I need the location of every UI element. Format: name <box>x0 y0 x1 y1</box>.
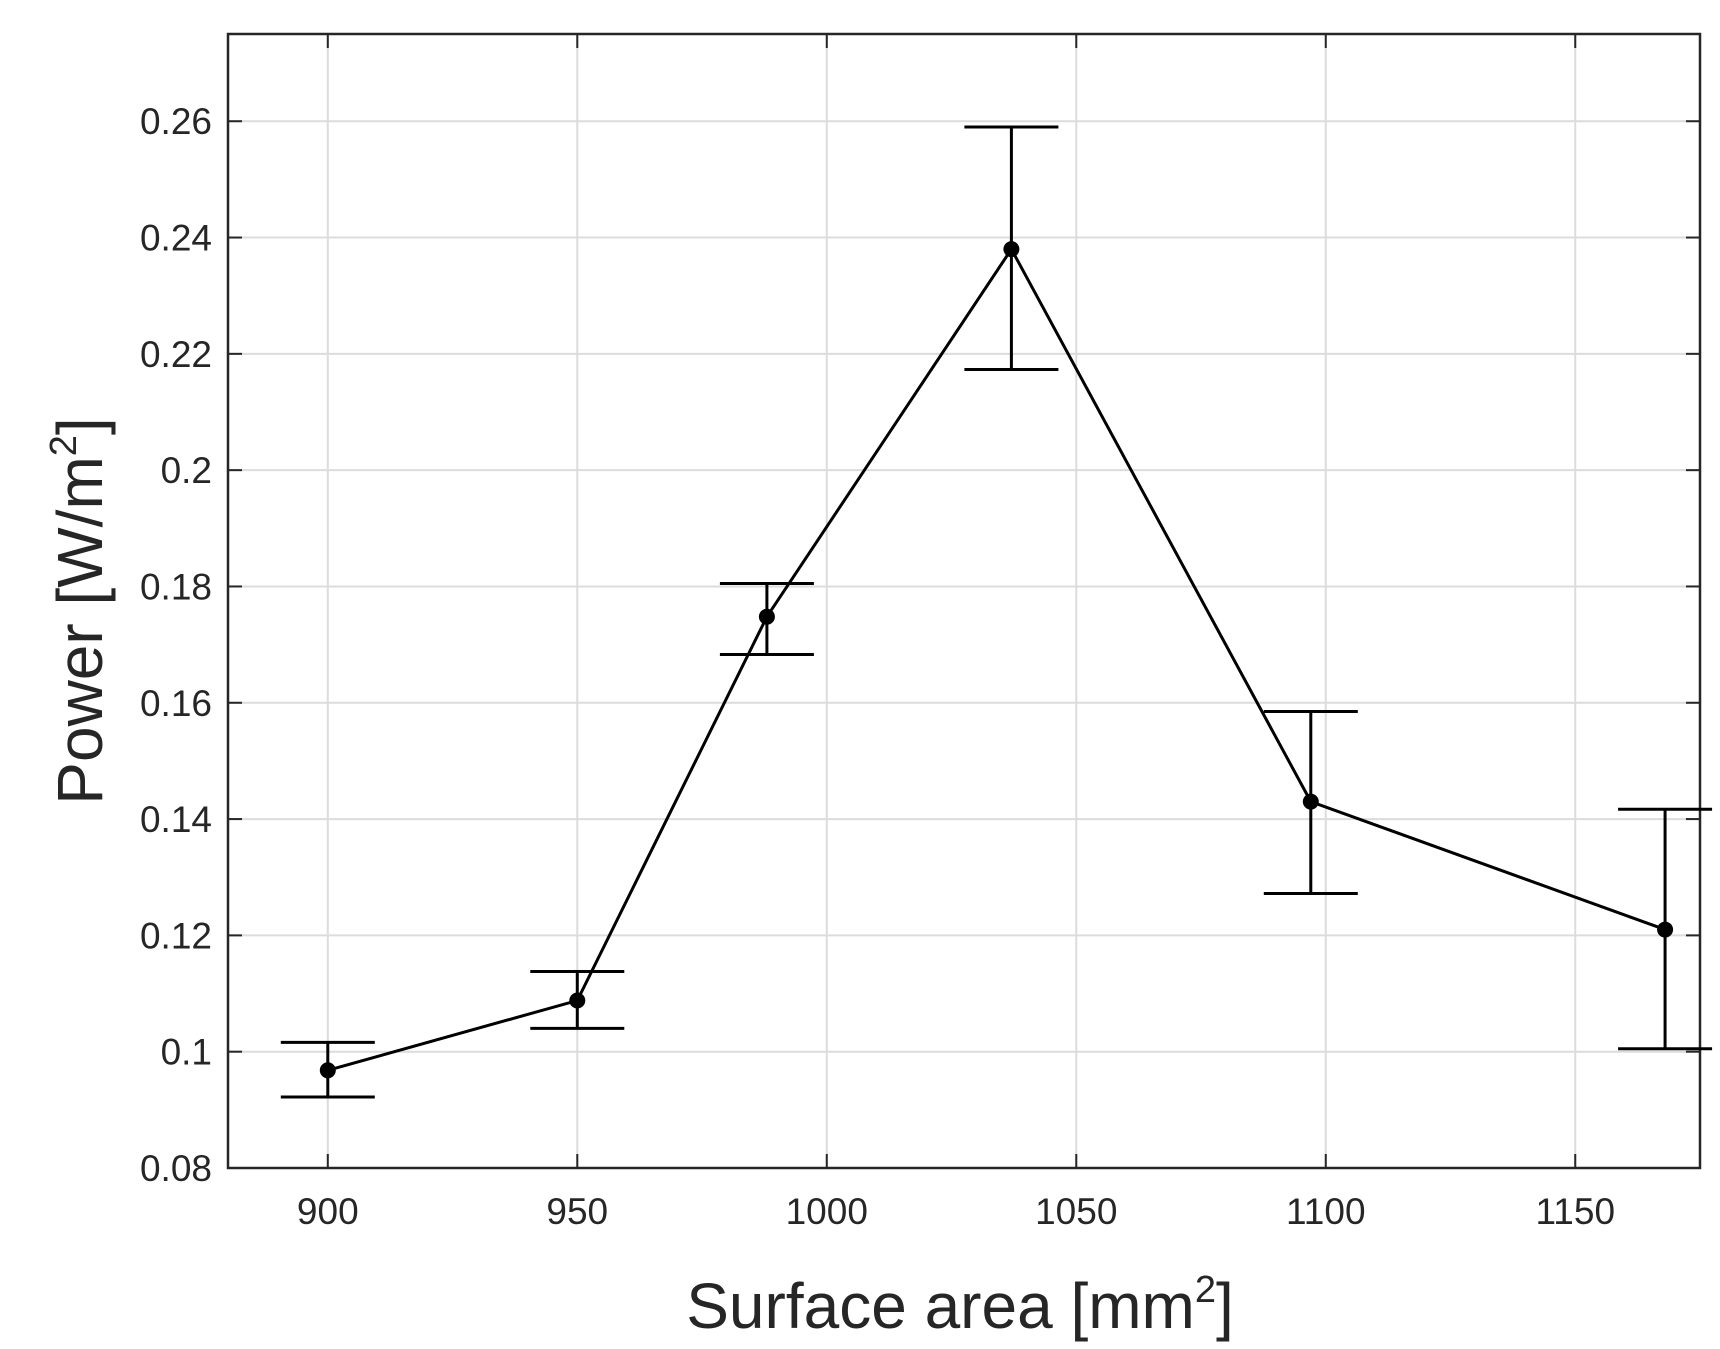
x-tick-label: 950 <box>546 1191 608 1232</box>
y-tick-label: 0.2 <box>161 450 212 491</box>
y-tick-label: 0.18 <box>140 566 212 607</box>
y-tick-label: 0.22 <box>140 334 212 375</box>
plot-frame <box>226 32 1702 1170</box>
data-point <box>758 608 775 625</box>
data-point <box>1657 921 1674 938</box>
data-point <box>1302 793 1319 810</box>
data-point <box>1003 241 1020 258</box>
x-tick-label: 1150 <box>1535 1191 1615 1232</box>
x-axis-title-superscript: 2 <box>1195 1269 1216 1311</box>
x-axis-title-end: ] <box>1216 1270 1234 1342</box>
x-tick-label: 1050 <box>1035 1191 1117 1232</box>
series <box>280 125 1713 1099</box>
y-tick-label: 0.1 <box>161 1032 212 1073</box>
y-tick-label: 0.08 <box>140 1148 212 1189</box>
x-tick-label: 900 <box>297 1191 359 1232</box>
series-line <box>327 246 1666 1072</box>
y-tick-label: 0.16 <box>140 683 212 724</box>
data-point <box>569 992 586 1009</box>
grid <box>228 34 1700 1169</box>
y-tick-label: 0.12 <box>140 915 212 956</box>
axes <box>226 32 1702 1170</box>
y-axis-title-end: ] <box>44 417 116 435</box>
y-axis-title-text: Power [W/m <box>44 456 116 804</box>
y-axis-title-superscript: 2 <box>43 435 85 456</box>
x-tick-label: 1000 <box>786 1191 868 1232</box>
ticks: 900 950 1000 1050 1100 1150 0.08 0.1 0.12 0.14 0.1… <box>140 34 1700 1232</box>
data-point <box>319 1062 336 1079</box>
x-axis-title: Surface area [mm2] <box>686 1269 1234 1342</box>
y-tick-label: 0.26 <box>140 101 212 142</box>
y-tick-label: 0.14 <box>140 799 212 840</box>
y-tick-label: 0.24 <box>140 218 212 259</box>
y-axis-title: Power [W/m2] <box>43 417 116 804</box>
x-tick-label: 1100 <box>1286 1191 1366 1232</box>
x-axis-title-text: Surface area [mm <box>686 1270 1195 1342</box>
